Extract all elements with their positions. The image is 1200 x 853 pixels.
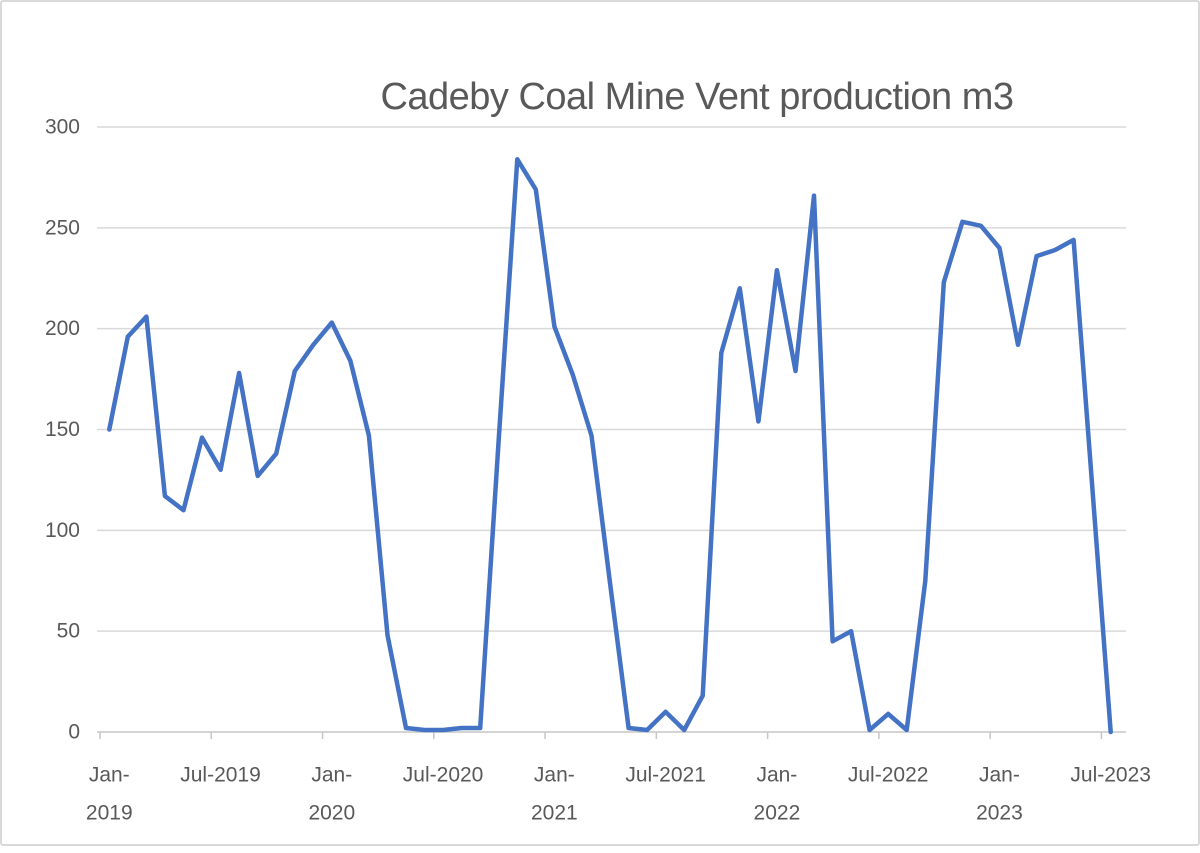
y-axis-label: 200	[45, 317, 80, 340]
y-axis-label: 300	[45, 116, 80, 139]
x-axis-label: Jul-2019	[180, 764, 261, 787]
series-line	[107, 157, 1113, 735]
x-axis-label: Jan-	[979, 764, 1020, 787]
x-axis-label-year: 2022	[754, 802, 801, 825]
x-axis-label: Jul-2023	[1070, 764, 1151, 787]
x-axis-label: Jan-	[756, 764, 797, 787]
y-axis-label: 100	[45, 519, 80, 542]
y-axis-label: 150	[45, 418, 80, 441]
y-axis-label: 50	[57, 620, 80, 643]
x-axis-label: Jul-2022	[848, 764, 929, 787]
y-axis-label: 0	[68, 721, 80, 744]
x-axis-label-year: 2023	[976, 802, 1023, 825]
x-axis-label-year: 2021	[531, 802, 578, 825]
x-axis-label: Jul-2020	[403, 764, 484, 787]
x-axis-label-year: 2019	[86, 802, 133, 825]
x-axis-label: Jul-2021	[625, 764, 706, 787]
x-axis-label: Jan-	[534, 764, 575, 787]
x-axis-label: Jan-	[311, 764, 352, 787]
x-axis-label: Jan-	[89, 764, 130, 787]
x-axis-label-year: 2020	[308, 802, 355, 825]
chart-title: Cadeby Coal Mine Vent production m3	[380, 76, 1014, 118]
y-axis-label: 250	[45, 216, 80, 239]
